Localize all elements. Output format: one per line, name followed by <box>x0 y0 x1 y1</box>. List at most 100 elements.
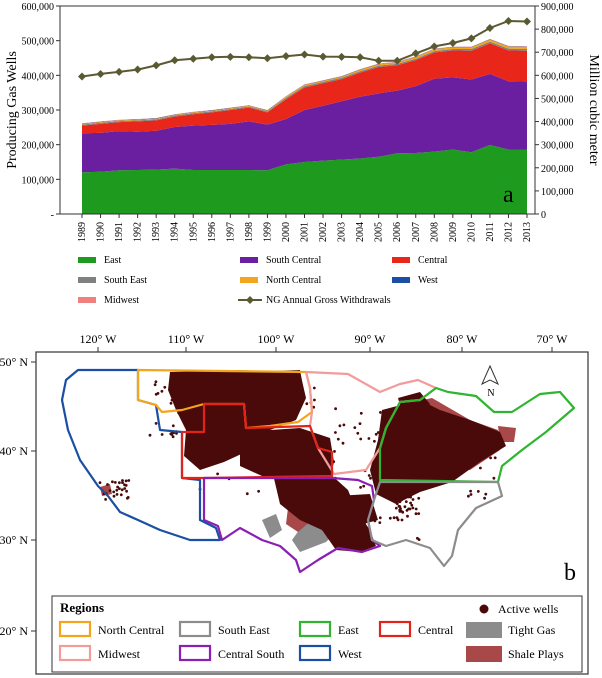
y2-tick-label: 0 <box>541 210 546 221</box>
active-well-dot <box>484 492 488 496</box>
legend-label: East <box>104 255 121 266</box>
legend-region-label: South East <box>218 623 270 637</box>
active-well-dot <box>113 481 117 484</box>
tight-gas-area <box>262 514 282 538</box>
active-well-dot <box>334 431 337 434</box>
active-well-dot <box>127 479 131 482</box>
legend-region-label: Central <box>418 623 454 637</box>
active-well-dot <box>401 494 404 498</box>
active-well-dot <box>398 415 401 418</box>
withdrawals-point <box>133 65 142 74</box>
active-well-dot <box>121 479 124 482</box>
withdrawals-point <box>244 53 253 62</box>
active-well-dot <box>154 422 158 425</box>
x-tick-label: 1991 <box>114 222 125 242</box>
active-well-dot <box>395 516 399 520</box>
active-well-dot <box>334 407 337 411</box>
withdrawals-point <box>337 52 346 61</box>
active-well-dot <box>216 472 220 476</box>
y2-tick-label: 200,000 <box>541 164 574 175</box>
withdrawals-point <box>96 69 105 78</box>
x-tick-label: 2013 <box>522 222 533 242</box>
withdrawals-point <box>189 54 198 63</box>
active-well-dot <box>375 472 378 476</box>
x-tick-label: 2009 <box>448 222 459 242</box>
legend-tight-gas: Tight Gas <box>466 622 556 638</box>
x-tick-label: 2008 <box>429 222 440 242</box>
active-well-dot <box>163 385 167 389</box>
legend-region-swatch <box>58 644 92 662</box>
active-well-dot <box>209 451 213 455</box>
withdrawals-line <box>78 17 531 81</box>
longitude-label: 90° W <box>355 332 387 346</box>
x-tick-label: 2004 <box>355 222 366 242</box>
withdrawals-point <box>411 49 420 58</box>
active-well-dot <box>170 433 174 436</box>
legend-active-wells: Active wells <box>479 602 559 616</box>
active-well-dot <box>116 485 119 489</box>
active-well-dot <box>185 446 189 450</box>
active-well-dot <box>400 489 404 492</box>
panel-label-b: b <box>564 560 576 586</box>
legend-swatch <box>78 277 96 283</box>
active-well-dot <box>423 431 426 435</box>
legend-item-ng-annual-gross-withdrawals: NG Annual Gross Withdrawals <box>238 295 391 306</box>
latitude-labels: 50° N 40° N 30° N 20° N <box>0 355 28 638</box>
active-well-dot <box>401 510 405 514</box>
legend-region-central: Central <box>378 620 454 638</box>
active-well-dot <box>394 454 398 458</box>
legend-region-label: North Central <box>98 623 165 637</box>
active-well-dot <box>337 493 341 496</box>
active-well-dot <box>263 472 266 475</box>
active-well-dot <box>447 434 450 437</box>
active-well-dot <box>483 435 486 439</box>
panel-label-a: a <box>503 182 514 208</box>
active-well-dot <box>418 473 421 477</box>
longitude-label: 80° W <box>447 332 479 346</box>
withdrawals-point <box>152 61 161 70</box>
legend-item-west: West <box>392 275 438 286</box>
active-well-dot <box>382 475 386 479</box>
active-well-dot <box>362 484 366 488</box>
active-well-dot <box>392 516 396 520</box>
active-well-dot <box>291 387 295 391</box>
active-well-dot <box>292 384 296 388</box>
active-well-dot <box>495 432 498 436</box>
active-well-dot <box>112 494 116 498</box>
us-gas-wells-map: 120° W 110° W 100° W 90° W 80° W 70° W 50° N 4… <box>0 332 589 675</box>
active-well-dot <box>175 381 179 385</box>
active-well-dot <box>322 439 325 443</box>
active-well-dot <box>398 510 402 513</box>
active-well-dot <box>333 450 336 453</box>
active-well-dot <box>274 395 277 399</box>
y2-tick-label: 500,000 <box>541 94 574 105</box>
active-well-dot <box>463 464 467 467</box>
active-well-dot <box>312 386 316 390</box>
map-legend-items: North Central South East East Central Midwes… <box>58 602 564 662</box>
active-well-dot <box>178 404 182 407</box>
legend-label: South East <box>104 275 147 286</box>
active-well-dot <box>493 456 497 460</box>
latitude-label: 50° N <box>0 355 28 369</box>
x-tick-label: 2000 <box>281 222 292 242</box>
active-well-dot <box>358 532 362 536</box>
withdrawals-point <box>78 72 86 81</box>
active-well-dot <box>395 502 399 506</box>
active-well-dot <box>356 431 360 435</box>
longitude-label: 120° W <box>80 332 118 346</box>
x-tick-label: 1997 <box>225 222 236 242</box>
active-well-dot <box>177 411 181 415</box>
active-well-dot <box>190 443 194 447</box>
map-ticks <box>31 347 553 632</box>
active-well-dot <box>171 424 175 428</box>
withdrawals-point <box>504 17 513 26</box>
scattered-active-wells <box>98 378 502 541</box>
x-tick-label: 2006 <box>392 222 403 242</box>
active-well-dot <box>299 485 303 488</box>
active-well-dot <box>254 389 257 392</box>
legend-label: North Central <box>266 275 321 286</box>
withdrawals-point <box>281 52 290 61</box>
active-well-dot <box>461 459 465 463</box>
legend-swatch <box>240 277 258 283</box>
y2-tick-label: 600,000 <box>541 71 574 82</box>
